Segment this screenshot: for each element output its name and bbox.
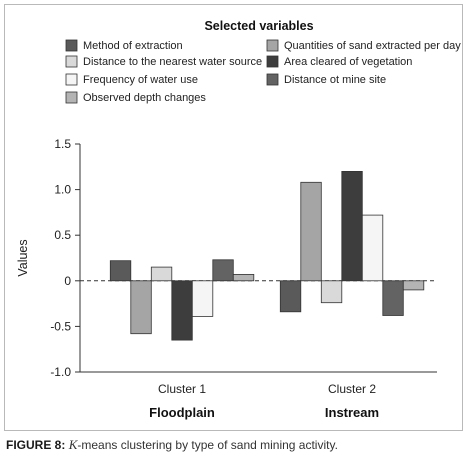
x-tick-label-1: Cluster 1 (158, 382, 206, 396)
legend-label-7: Observed depth changes (83, 92, 206, 104)
caption-k: K (68, 437, 78, 452)
bar-1-3 (150, 266, 173, 282)
legend-swatch-3 (65, 55, 78, 68)
bar-2-1 (279, 280, 302, 313)
y-tick-label-2: 1.0 (54, 183, 71, 197)
y-tick-label-6: -1.0 (50, 365, 71, 379)
figure-frame (4, 4, 463, 431)
caption-figure-number: FIGURE 8: (6, 438, 66, 452)
bar-2-3 (320, 280, 343, 304)
legend-title: Selected variables (204, 19, 313, 33)
bar-2-6 (382, 280, 404, 316)
y-tick-label-1: 1.5 (54, 137, 71, 151)
y-axis-title: Values (16, 239, 30, 276)
axes: 1.5 1.0 0.5 0 -0.5 -1.0 Values (16, 137, 437, 379)
legend-swatch-4 (266, 55, 279, 68)
chart: Selected variables Method of extraction Q… (16, 19, 461, 420)
legend-swatch-2 (266, 39, 279, 52)
legend: Selected variables Method of extraction Q… (65, 19, 461, 104)
bars (109, 170, 425, 341)
legend-swatch-5 (65, 73, 78, 86)
y-tick-label-3: 0.5 (54, 228, 71, 242)
bar-1-4 (171, 280, 193, 341)
legend-label-5: Frequency of water use (83, 74, 198, 86)
group-label-2: Instream (325, 405, 379, 420)
legend-label-3: Distance to the nearest water source (83, 56, 262, 68)
bar-1-7 (232, 273, 255, 282)
legend-label-6: Distance ot mine site (284, 74, 386, 86)
bar-1-6 (212, 259, 234, 282)
labels: Cluster 1 Floodplain Cluster 2 Instream (149, 382, 379, 420)
bar-1-2 (130, 280, 152, 335)
figure-caption: FIGURE 8: K-means clustering by type of … (6, 437, 338, 453)
legend-label-4: Area cleared of vegetation (284, 56, 412, 68)
bar-2-5 (361, 214, 384, 282)
legend-label-1: Method of extraction (83, 40, 183, 52)
x-tick-label-2: Cluster 2 (328, 382, 376, 396)
bar-1-5 (191, 280, 214, 317)
y-tick-label-5: -0.5 (50, 319, 71, 333)
bar-1-1 (109, 260, 132, 282)
legend-label-2: Quantities of sand extracted per day (284, 40, 461, 52)
legend-swatch-1 (65, 39, 78, 52)
bar-2-7 (402, 280, 425, 291)
legend-swatch-7 (65, 91, 78, 104)
legend-swatch-6 (266, 73, 279, 86)
bar-2-4 (341, 170, 363, 282)
y-tick-label-4: 0 (64, 274, 71, 288)
caption-text: -means clustering by type of sand mining… (77, 438, 338, 452)
bar-2-2 (300, 181, 322, 282)
group-label-1: Floodplain (149, 405, 215, 420)
